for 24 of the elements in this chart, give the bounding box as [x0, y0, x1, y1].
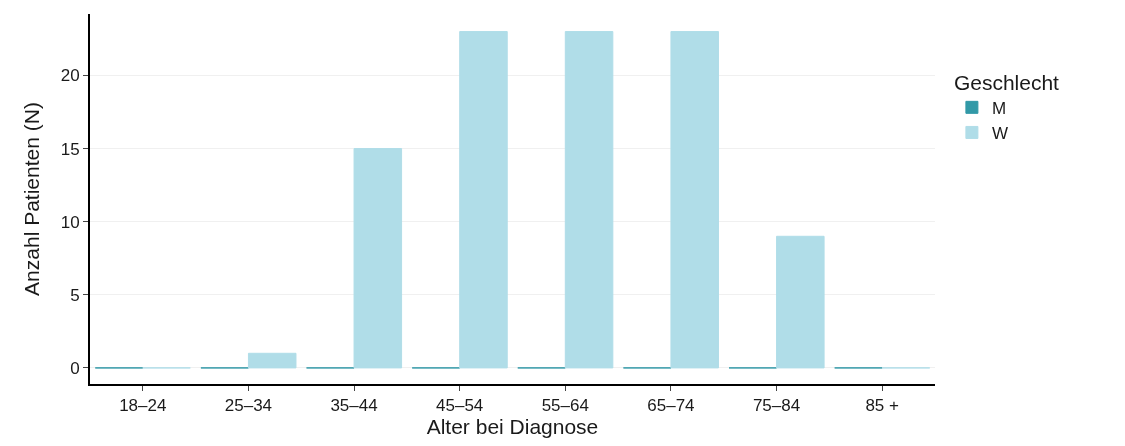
y-axis-title: Anzahl Patienten (N): [20, 102, 44, 296]
legend-label: W: [991, 124, 1008, 144]
y-tick-label: 5: [70, 285, 80, 305]
x-axis-title: Alter bei Diagnose: [426, 415, 599, 439]
bar: [670, 31, 719, 369]
bar: [564, 31, 614, 369]
legend-title: Geschlecht: [953, 70, 1060, 94]
y-tick-label: 10: [60, 212, 80, 232]
x-tick-label: 25–34: [224, 396, 273, 416]
x-tick-label: 85 +: [865, 396, 900, 416]
y-tick-label: 20: [60, 66, 80, 86]
x-tick-label: 75–84: [752, 396, 801, 416]
bar: [247, 352, 297, 369]
x-tick-label: 18–24: [119, 396, 167, 416]
y-tick-label: 0: [70, 358, 80, 378]
x-tick-label: 65–74: [647, 396, 695, 416]
y-tick-label: 15: [60, 139, 80, 159]
x-tick-label: 45–54: [436, 396, 484, 416]
x-tick-label: 55–64: [541, 396, 589, 416]
bar: [459, 31, 508, 369]
bar: [776, 235, 825, 369]
legend-label: M: [991, 98, 1007, 118]
x-tick-label: 35–44: [330, 396, 378, 416]
bar: [353, 148, 403, 369]
